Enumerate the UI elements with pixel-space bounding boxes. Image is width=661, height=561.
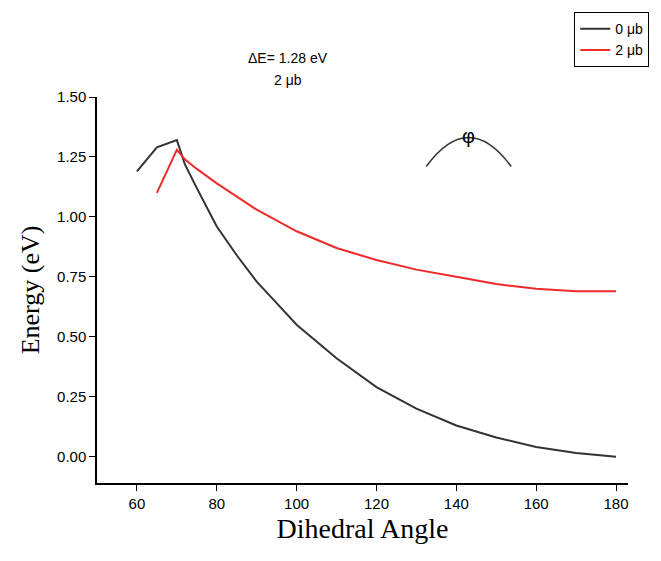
svg-text:80: 80 [208, 495, 225, 512]
svg-text:100: 100 [284, 495, 309, 512]
svg-text:2 μb: 2 μb [274, 72, 302, 88]
svg-text:140: 140 [444, 495, 469, 512]
svg-text:0.50: 0.50 [57, 328, 86, 345]
svg-text:1.25: 1.25 [57, 148, 86, 165]
svg-text:2 μb: 2 μb [615, 42, 643, 58]
svg-text:180: 180 [604, 495, 629, 512]
svg-text:1.50: 1.50 [57, 88, 86, 105]
svg-text:Energy (eV): Energy (eV) [16, 226, 45, 355]
svg-text:0.25: 0.25 [57, 388, 86, 405]
svg-text:Dihedral Angle: Dihedral Angle [277, 513, 449, 544]
svg-text:φ: φ [462, 125, 475, 147]
svg-text:160: 160 [524, 495, 549, 512]
svg-text:0 μb: 0 μb [615, 21, 643, 37]
svg-text:0.75: 0.75 [57, 268, 86, 285]
svg-text:0.00: 0.00 [57, 448, 86, 465]
svg-text:ΔE= 1.28 eV: ΔE= 1.28 eV [248, 50, 328, 66]
svg-text:1.00: 1.00 [57, 208, 86, 225]
svg-text:60: 60 [129, 495, 146, 512]
svg-text:120: 120 [364, 495, 389, 512]
